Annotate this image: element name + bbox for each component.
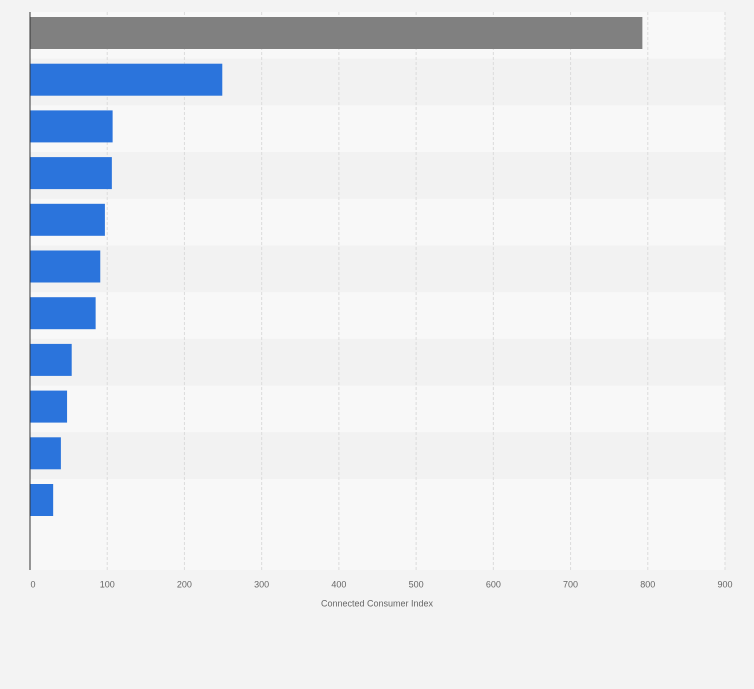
x-tick-label: 0 (30, 579, 35, 589)
bar (30, 203, 105, 236)
bar (30, 63, 223, 96)
bar (30, 110, 113, 143)
x-tick-label: 300 (254, 579, 269, 589)
x-tick-label: 100 (100, 579, 115, 589)
row-stripe (30, 198, 725, 246)
bar (30, 437, 61, 470)
bar (30, 250, 101, 283)
bar (30, 390, 68, 423)
x-tick-label: 800 (640, 579, 655, 589)
x-tick-label: 200 (177, 579, 192, 589)
x-axis-title: Connected Consumer Index (321, 598, 434, 608)
x-tick-label: 600 (486, 579, 501, 589)
row-stripe (30, 338, 725, 386)
x-tick-label: 700 (563, 579, 578, 589)
bar (30, 343, 72, 376)
row-stripe (30, 245, 725, 293)
row-stripe (30, 105, 725, 153)
row-stripe (30, 152, 725, 199)
bar (30, 484, 54, 516)
row-stripe (30, 432, 725, 479)
x-tick-label: 900 (717, 579, 732, 589)
plot-bottom (30, 525, 725, 570)
row-stripe (30, 385, 725, 433)
x-tick-label: 400 (331, 579, 346, 589)
bar (30, 297, 96, 330)
row-stripe (30, 479, 725, 526)
bar (30, 17, 643, 49)
bar (30, 157, 112, 190)
row-stripe (30, 292, 725, 339)
x-tick-label: 500 (409, 579, 424, 589)
